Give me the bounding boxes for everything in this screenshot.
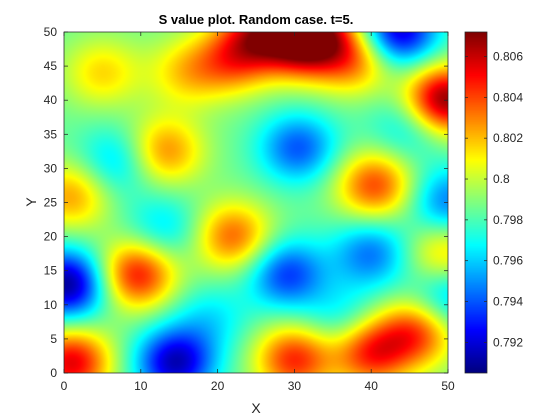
y-tick-label: 15 [44,264,58,278]
colorbar-gradient [465,32,487,373]
y-tick-label: 40 [44,93,58,107]
x-tick-label: 40 [365,379,379,393]
y-axis-ticks: 0 5 10 15 20 25 30 35 40 45 50 [44,25,448,380]
x-axis-label: X [251,400,261,416]
x-axis-ticks: 0 10 20 30 40 50 [61,32,455,393]
y-tick-label: 25 [44,196,58,210]
colorbar-ticks: 0.792 0.794 0.796 0.798 0.8 0.802 0.804 0.806 [465,50,523,349]
colorbar-tick-label: 0.792 [493,335,523,349]
y-tick-label: 50 [44,25,58,39]
chart-title: S value plot. Random case. t=5. [159,12,354,27]
y-axis-label: Y [23,197,39,207]
heatmap-surface [64,32,448,373]
y-tick-label: 5 [50,332,57,346]
x-tick-label: 10 [134,379,148,393]
x-tick-label: 30 [288,379,302,393]
y-tick-label: 35 [44,127,58,141]
colorbar-tick-label: 0.804 [493,90,523,104]
y-tick-label: 10 [44,298,58,312]
colorbar-frame [464,31,488,374]
colorbar-tick-label: 0.794 [493,295,523,309]
y-tick-label: 45 [44,59,58,73]
y-tick-label: 0 [50,366,57,380]
x-tick-label: 0 [61,379,68,393]
colorbar-tick-label: 0.802 [493,131,523,145]
x-tick-label: 20 [211,379,225,393]
y-tick-label: 20 [44,230,58,244]
x-tick-label: 50 [441,379,455,393]
y-tick-label: 30 [44,161,58,175]
colorbar-tick-label: 0.796 [493,254,523,268]
colorbar-tick-label: 0.798 [493,213,523,227]
colorbar-tick-label: 0.806 [493,50,523,64]
colorbar-tick-label: 0.8 [493,172,510,186]
